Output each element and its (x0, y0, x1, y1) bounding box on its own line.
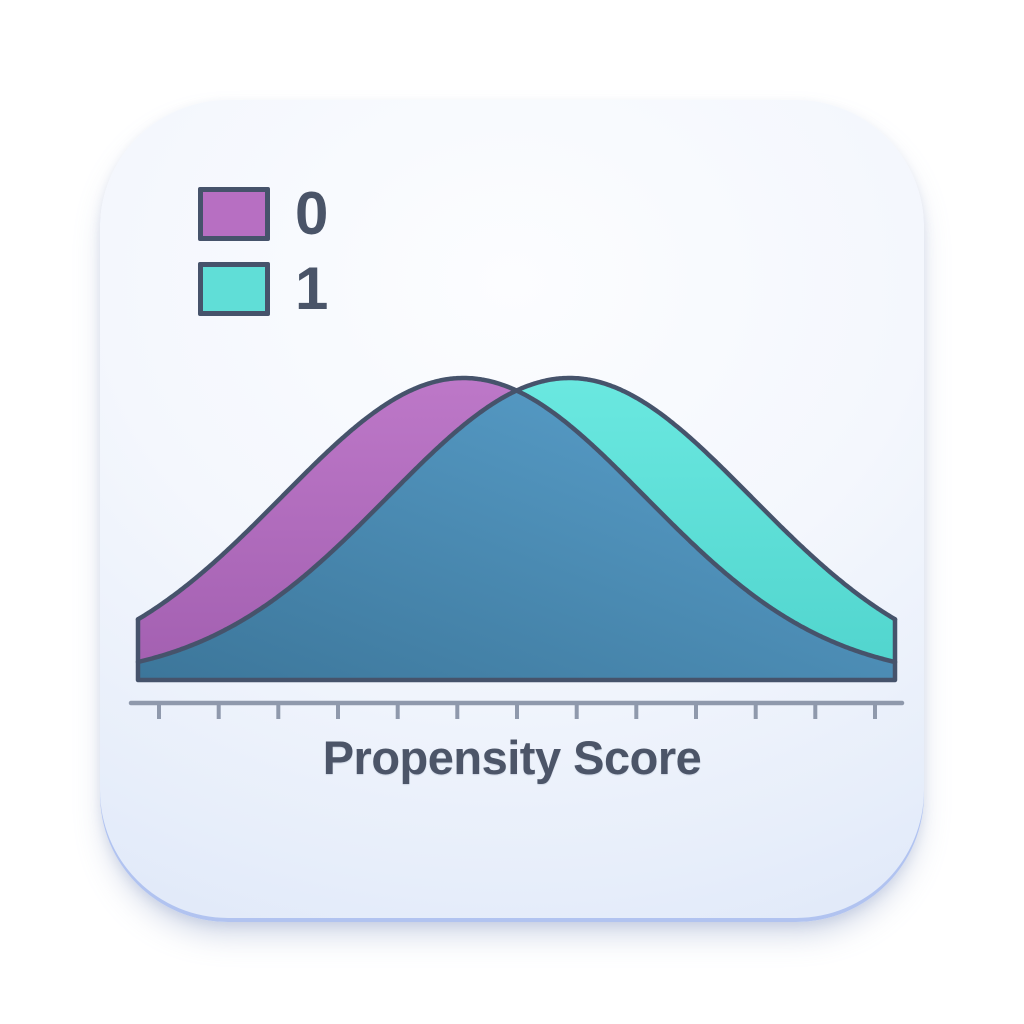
legend-item-0: 0 (198, 180, 329, 247)
app-icon-card: 0 1 (100, 100, 924, 922)
x-axis-title: Propensity Score (322, 731, 702, 784)
overlap-area (138, 390, 895, 680)
legend-swatch-group1 (198, 262, 270, 316)
legend-label-group0: 0 (295, 180, 329, 247)
axis-ticks (157, 705, 877, 719)
legend-label-group1: 1 (295, 255, 329, 322)
legend-item-1: 1 (198, 255, 329, 322)
legend-swatch-group0 (198, 187, 270, 241)
density-chart (128, 375, 905, 719)
x-axis (128, 700, 905, 719)
legend: 0 1 (198, 180, 329, 322)
plot-frame-stroke (135, 617, 898, 683)
series-1-curve (135, 375, 898, 665)
